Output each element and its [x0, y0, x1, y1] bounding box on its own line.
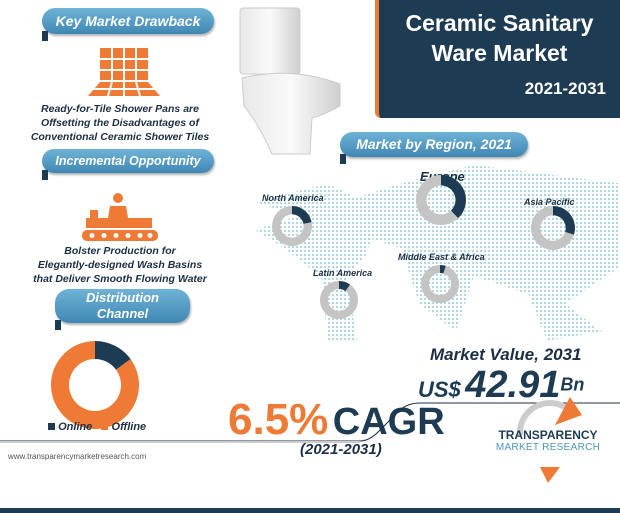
region-donut-share-latin-america [339, 281, 351, 292]
opportunity-line: that Deliver Smooth Flowing Water [33, 273, 207, 285]
legend-online-swatch [48, 423, 55, 430]
region-donut-rest-middle-east-africa [421, 265, 459, 303]
currency: US$ [418, 377, 461, 402]
tmr-logo-icon [516, 397, 582, 483]
region-label-asia-pacific: Asia Pacific [524, 197, 575, 207]
value-number: 42.91 [465, 364, 561, 406]
legend-offline: Offline [111, 421, 147, 433]
drawback-line: Ready-for-Tile Shower Pans are [41, 103, 199, 115]
opportunity-line: Elegantly-designed Wash Basins [37, 259, 203, 271]
region-donut-rest-asia-pacific [530, 206, 574, 250]
distribution-label: Channel [96, 306, 149, 321]
logo-line1: TRANSPARENCY [498, 428, 598, 442]
region-label-mea: Middle East & Africa [398, 252, 485, 262]
region-donut-rest-latin-america [319, 281, 358, 319]
value-unit: Bn [560, 374, 585, 395]
title-years: 2021-2031 [524, 79, 606, 98]
production-worker-icon [82, 193, 158, 241]
cagr-period: (2021-2031) [300, 441, 382, 458]
footer-bar [0, 508, 620, 513]
region-label-north-america: North America [262, 193, 324, 203]
region-banner: Market by Region, 2021 [340, 132, 528, 164]
region-label-latin-america: Latin America [313, 268, 373, 278]
donut-slice-offline [50, 341, 139, 429]
market-value: US$ 42.91Bn [418, 364, 584, 407]
legend-offline-swatch [101, 423, 109, 430]
opportunity-banner: Incremental Opportunity [42, 149, 214, 180]
title-box: Ceramic Sanitary Ware Market 2021-2031 [375, 0, 620, 118]
region-donut-share-asia-pacific [553, 206, 575, 235]
distribution-donut-chart [50, 341, 139, 429]
footer-url[interactable]: www.transparencymarketresearch.com [8, 452, 147, 461]
drawback-line: Offsetting the Disadvantages of [41, 117, 199, 129]
legend-online: Online [58, 421, 93, 433]
region-donut-share-europe [441, 175, 466, 219]
title-line: Ceramic Sanitary [405, 10, 594, 36]
opportunity-text: Bolster Production for Elegantly-designe… [10, 244, 230, 286]
tmr-logo: TRANSPARENCY MARKET RESEARCH [488, 428, 608, 453]
region-donut-rest-europe [416, 175, 459, 225]
drawback-text: Ready-for-Tile Shower Pans are Offsettin… [10, 102, 230, 144]
region-donut-share-middle-east-africa [440, 265, 446, 274]
opportunity-line: Bolster Production for [64, 245, 176, 257]
distribution-label: Distribution [86, 290, 159, 305]
distribution-banner: Distribution Channel [55, 289, 190, 330]
logo-line2: MARKET RESEARCH [495, 442, 601, 453]
distribution-legend: Online Offline [48, 421, 146, 433]
divider-line [0, 402, 620, 443]
donut-slice-online [95, 341, 131, 370]
drawback-banner: Key Market Drawback [42, 8, 214, 41]
title-line: Ware Market [431, 40, 568, 66]
region-donut-rest-north-america [272, 206, 312, 246]
region-donut-share-north-america [292, 206, 312, 224]
tiles-icon [88, 48, 160, 96]
drawback-line: Conventional Ceramic Shower Tiles [30, 131, 210, 143]
cagr-value: 6.5% [228, 395, 329, 444]
market-value-label: Market Value, 2031 [430, 345, 582, 364]
toilet-image [239, 7, 341, 155]
